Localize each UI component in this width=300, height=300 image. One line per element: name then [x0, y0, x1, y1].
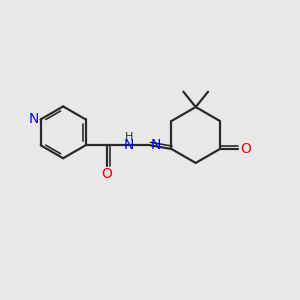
Text: N: N: [124, 138, 134, 152]
Text: N: N: [150, 138, 161, 152]
Text: O: O: [240, 142, 251, 156]
Text: N: N: [29, 112, 39, 126]
Text: H: H: [125, 132, 133, 142]
Text: O: O: [101, 167, 112, 181]
